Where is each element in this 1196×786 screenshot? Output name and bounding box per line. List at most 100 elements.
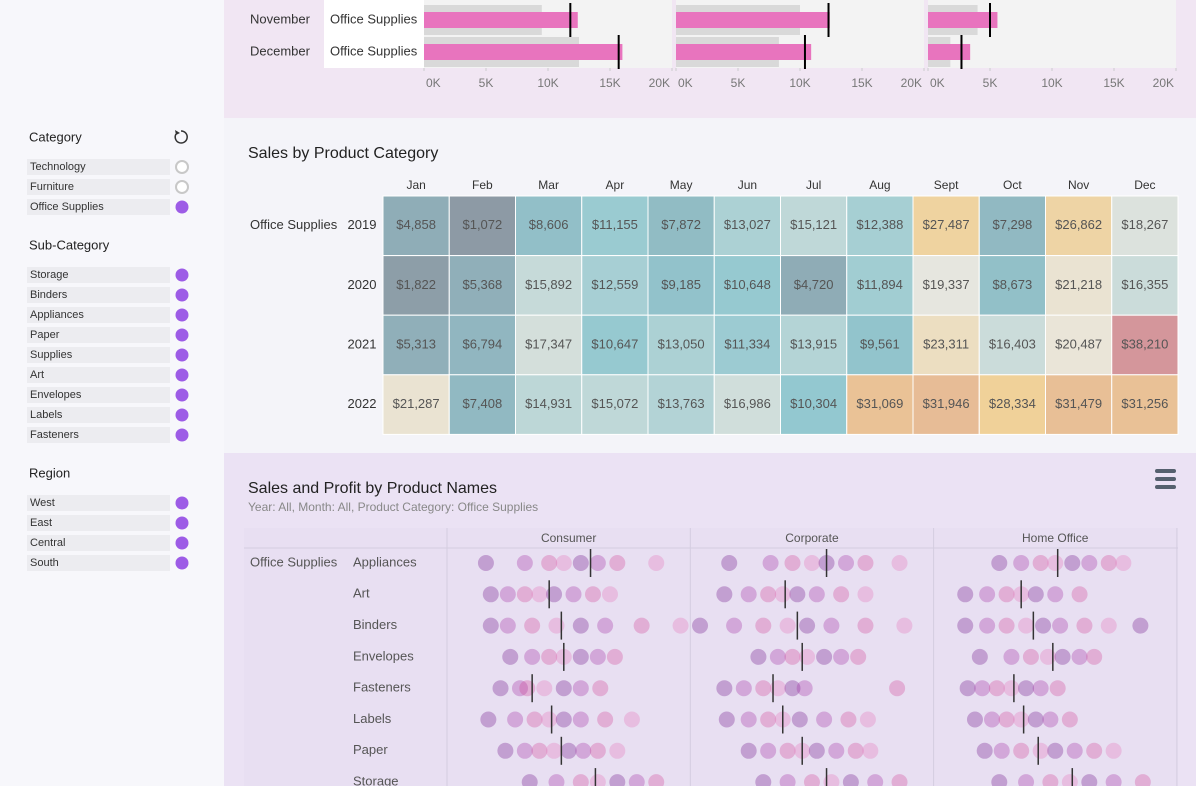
product-dot[interactable] xyxy=(572,774,589,786)
product-dot[interactable] xyxy=(998,617,1015,634)
product-dot[interactable] xyxy=(1052,617,1069,634)
product-dot[interactable] xyxy=(740,586,757,603)
filter-checkbox[interactable] xyxy=(175,556,189,570)
product-dot[interactable] xyxy=(1013,711,1030,728)
filter-item-label[interactable]: Labels xyxy=(30,409,63,421)
product-dot[interactable] xyxy=(499,586,516,603)
product-dot[interactable] xyxy=(609,555,626,571)
filter-item-bg[interactable] xyxy=(27,407,170,423)
product-dot[interactable] xyxy=(1003,648,1020,665)
product-dot[interactable] xyxy=(572,617,589,634)
product-dot[interactable] xyxy=(1064,555,1081,571)
product-dot[interactable] xyxy=(979,586,996,603)
product-dot[interactable] xyxy=(1018,680,1035,697)
product-dot[interactable] xyxy=(784,555,801,571)
product-dot[interactable] xyxy=(589,774,606,786)
product-dot[interactable] xyxy=(784,680,801,697)
product-dot[interactable] xyxy=(799,617,816,634)
product-dot[interactable] xyxy=(716,586,733,603)
product-dot[interactable] xyxy=(546,742,563,759)
filter-checkbox[interactable] xyxy=(175,536,189,550)
product-dot[interactable] xyxy=(769,680,786,697)
product-dot[interactable] xyxy=(803,555,820,571)
product-dot[interactable] xyxy=(1100,555,1117,571)
product-dot[interactable] xyxy=(482,617,499,634)
product-dot[interactable] xyxy=(716,680,733,697)
product-dot[interactable] xyxy=(833,586,850,603)
product-dot[interactable] xyxy=(840,711,857,728)
product-dot[interactable] xyxy=(628,774,645,786)
filter-item-label[interactable]: Storage xyxy=(30,269,69,281)
product-dot[interactable] xyxy=(592,680,609,697)
product-dot[interactable] xyxy=(779,742,796,759)
product-dot[interactable] xyxy=(1061,774,1078,786)
product-dot[interactable] xyxy=(789,586,806,603)
product-dot[interactable] xyxy=(499,617,516,634)
product-dot[interactable] xyxy=(1047,555,1064,571)
product-dot[interactable] xyxy=(572,680,589,697)
product-dot[interactable] xyxy=(857,617,874,634)
product-dot[interactable] xyxy=(531,742,548,759)
product-dot[interactable] xyxy=(1032,555,1049,571)
product-dot[interactable] xyxy=(823,774,840,786)
product-dot[interactable] xyxy=(991,555,1008,571)
product-dot[interactable] xyxy=(760,586,777,603)
product-dot[interactable] xyxy=(966,711,983,728)
product-dot[interactable] xyxy=(735,680,752,697)
product-dot[interactable] xyxy=(1042,711,1059,728)
product-dot[interactable] xyxy=(998,586,1015,603)
product-dot[interactable] xyxy=(816,711,833,728)
product-dot[interactable] xyxy=(692,617,709,634)
product-dot[interactable] xyxy=(760,711,777,728)
filter-checkbox[interactable] xyxy=(175,348,189,362)
filter-item-bg[interactable] xyxy=(27,347,170,363)
filter-item-label[interactable]: Fasteners xyxy=(30,429,79,441)
product-dot[interactable] xyxy=(572,711,589,728)
product-dot[interactable] xyxy=(648,555,665,571)
product-dot[interactable] xyxy=(1100,617,1117,634)
filter-checkbox[interactable] xyxy=(175,180,189,194)
product-dot[interactable] xyxy=(828,742,845,759)
filter-checkbox[interactable] xyxy=(175,368,189,382)
product-dot[interactable] xyxy=(762,555,779,571)
filter-item-bg[interactable] xyxy=(27,387,170,403)
product-dot[interactable] xyxy=(1071,586,1088,603)
product-dot[interactable] xyxy=(779,774,796,786)
filter-checkbox[interactable] xyxy=(175,328,189,342)
filter-item-bg[interactable] xyxy=(27,495,170,511)
filter-item-bg[interactable] xyxy=(27,159,170,175)
filter-item-bg[interactable] xyxy=(27,307,170,323)
product-dot[interactable] xyxy=(572,648,589,665)
product-dot[interactable] xyxy=(971,648,988,665)
product-dot[interactable] xyxy=(803,774,820,786)
product-dot[interactable] xyxy=(633,617,650,634)
product-dot[interactable] xyxy=(511,680,528,697)
filter-item-bg[interactable] xyxy=(27,287,170,303)
product-dot[interactable] xyxy=(1042,774,1059,786)
product-dot[interactable] xyxy=(891,555,908,571)
product-dot[interactable] xyxy=(497,742,514,759)
product-dot[interactable] xyxy=(572,555,589,571)
product-dot[interactable] xyxy=(769,648,786,665)
filter-checkbox[interactable] xyxy=(175,200,189,214)
product-dot[interactable] xyxy=(548,617,565,634)
product-dot[interactable] xyxy=(492,680,509,697)
product-dot[interactable] xyxy=(1032,680,1049,697)
product-dot[interactable] xyxy=(548,774,565,786)
product-dot[interactable] xyxy=(1076,617,1093,634)
product-dot[interactable] xyxy=(1013,742,1030,759)
filter-checkbox[interactable] xyxy=(175,288,189,302)
product-dot[interactable] xyxy=(1081,555,1098,571)
filter-item-bg[interactable] xyxy=(27,267,170,283)
product-dot[interactable] xyxy=(1054,648,1071,665)
product-dot[interactable] xyxy=(1134,774,1151,786)
product-dot[interactable] xyxy=(988,680,1005,697)
product-dot[interactable] xyxy=(808,586,825,603)
product-dot[interactable] xyxy=(760,742,777,759)
product-dot[interactable] xyxy=(718,711,735,728)
filter-item-label[interactable]: Supplies xyxy=(30,349,73,361)
product-dot[interactable] xyxy=(480,711,497,728)
product-dot[interactable] xyxy=(1105,742,1122,759)
filter-checkbox[interactable] xyxy=(175,160,189,174)
product-dot[interactable] xyxy=(957,586,974,603)
